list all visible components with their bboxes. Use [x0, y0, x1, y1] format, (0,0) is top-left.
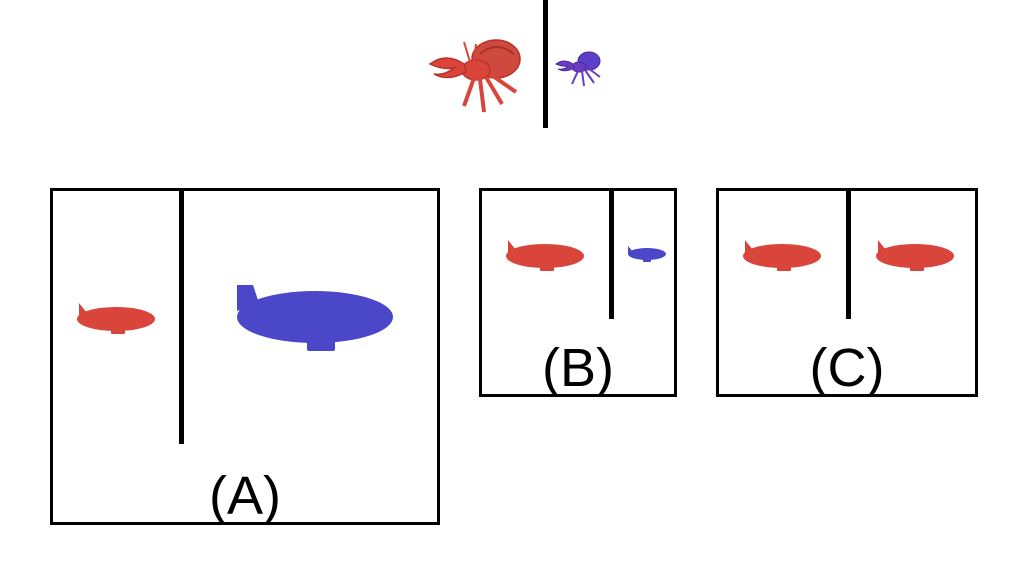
- option-b-divider: [609, 191, 614, 319]
- purple-hermit-crab-icon: [555, 51, 601, 87]
- option-b-panel[interactable]: (B): [479, 188, 677, 397]
- option-b-blue-blimp-icon: [628, 246, 666, 262]
- option-a-divider: [179, 191, 184, 444]
- option-a-panel[interactable]: (A): [50, 188, 440, 525]
- option-b-red-blimp-icon: [506, 240, 584, 271]
- option-c-panel[interactable]: (C): [716, 188, 978, 397]
- option-a-label: (A): [209, 466, 281, 526]
- option-c-label: (C): [809, 338, 885, 398]
- option-b-label: (B): [542, 338, 614, 398]
- reference-divider: [543, 0, 548, 128]
- red-hermit-crab-icon: [428, 39, 521, 113]
- option-c-divider: [846, 191, 851, 319]
- option-c-red-blimp-icon-left: [743, 240, 821, 271]
- option-a-red-blimp-icon: [77, 303, 155, 334]
- option-c-red-blimp-icon-right: [876, 240, 954, 271]
- option-a-blue-blimp-icon: [237, 285, 393, 351]
